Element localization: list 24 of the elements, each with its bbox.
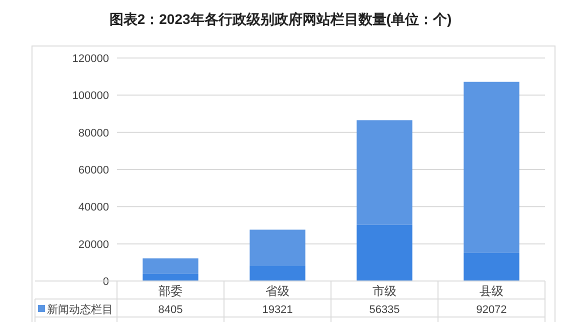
bar — [356, 224, 412, 281]
x-tick-label: 部委 — [158, 284, 182, 298]
bar — [464, 82, 520, 253]
chart-title: 图表2：2023年各行政级别政府网站栏目数量(单位：个) — [109, 11, 452, 27]
y-tick-label: 60000 — [78, 164, 109, 176]
x-tick-label: 省级 — [266, 284, 290, 298]
data-label: 92072 — [476, 304, 507, 316]
bar — [250, 230, 306, 266]
x-tick-label: 市级 — [372, 284, 396, 298]
data-label: 19321 — [262, 304, 293, 316]
data-label: 56335 — [369, 304, 400, 316]
y-tick-label: 20000 — [78, 238, 109, 251]
legend-label: 新闻动态栏目 — [47, 303, 113, 316]
y-tick-label: 40000 — [78, 202, 109, 214]
bar — [464, 252, 520, 281]
data-label: 8405 — [158, 304, 183, 316]
bar — [250, 266, 306, 281]
bar — [142, 258, 198, 274]
bar — [356, 120, 412, 225]
y-tick-label: 100000 — [72, 90, 109, 102]
y-tick-label: 120000 — [72, 53, 109, 65]
y-tick-label: 80000 — [78, 127, 109, 140]
x-tick-label: 县级 — [480, 284, 504, 298]
bar — [142, 274, 198, 281]
